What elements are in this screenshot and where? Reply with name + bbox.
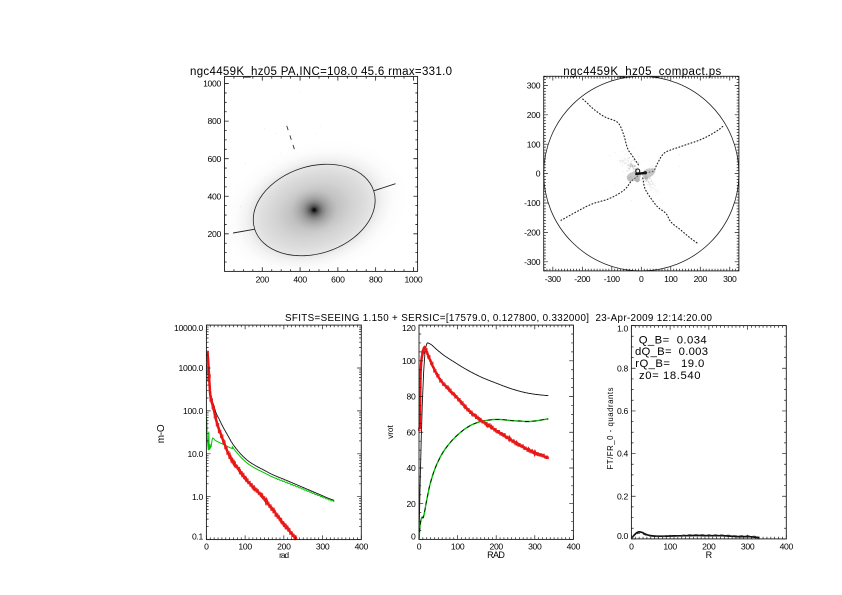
svg-text:-100: -100 — [524, 198, 541, 208]
svg-text:200: 200 — [527, 110, 541, 120]
svg-text:200: 200 — [256, 274, 270, 284]
svg-text:FT/FR_0 - quadrants: FT/FR_0 - quadrants — [606, 387, 615, 469]
svg-text:0: 0 — [536, 169, 541, 179]
svg-text:300: 300 — [741, 542, 755, 552]
svg-text:80: 80 — [407, 392, 416, 402]
svg-text:200: 200 — [277, 542, 291, 552]
svg-text:-200: -200 — [524, 228, 541, 238]
svg-text:SFITS=SEEING 1.150 + SERSIC=[1: SFITS=SEEING 1.150 + SERSIC=[17579.0, 0.… — [285, 313, 713, 324]
svg-text:1000: 1000 — [404, 274, 422, 284]
svg-text:400: 400 — [567, 542, 581, 552]
svg-text:400: 400 — [355, 542, 369, 552]
svg-text:120: 120 — [402, 323, 416, 333]
svg-text:RAD: RAD — [487, 550, 505, 560]
svg-text:200: 200 — [702, 542, 716, 552]
svg-text:1.0: 1.0 — [617, 324, 629, 334]
svg-text:m-O: m-O — [156, 424, 167, 443]
svg-text:0: 0 — [629, 542, 634, 552]
svg-text:rad: rad — [279, 551, 289, 560]
svg-text:0.4: 0.4 — [617, 449, 629, 459]
svg-text:300: 300 — [528, 542, 542, 552]
svg-text:0.6: 0.6 — [617, 406, 629, 416]
svg-text:z0= 18.540: z0= 18.540 — [639, 370, 701, 382]
svg-text:rQ_B= 19.0: rQ_B= 19.0 — [635, 358, 704, 370]
svg-text:-300: -300 — [524, 257, 541, 267]
svg-text:20: 20 — [407, 499, 416, 509]
svg-text:300: 300 — [527, 81, 541, 91]
svg-text:300: 300 — [723, 274, 737, 284]
svg-text:0: 0 — [204, 542, 209, 552]
svg-text:1000: 1000 — [203, 79, 221, 89]
svg-text:100: 100 — [527, 139, 541, 149]
svg-text:600: 600 — [331, 274, 345, 284]
svg-text:100: 100 — [451, 542, 465, 552]
svg-text:ngc4459K_hz05_compact.ps: ngc4459K_hz05_compact.ps — [563, 66, 721, 78]
svg-text:100: 100 — [663, 542, 677, 552]
svg-text:10000.0: 10000.0 — [174, 323, 203, 333]
svg-text:vrot: vrot — [385, 425, 395, 439]
svg-text:1.0: 1.0 — [192, 492, 204, 502]
svg-text:10.0: 10.0 — [187, 449, 203, 459]
svg-text:800: 800 — [208, 116, 222, 126]
svg-text:800: 800 — [369, 274, 383, 284]
svg-text:0.2: 0.2 — [617, 491, 629, 501]
svg-text:-200: -200 — [574, 274, 591, 284]
svg-text:0: 0 — [411, 532, 416, 542]
svg-text:0.0: 0.0 — [617, 531, 629, 541]
svg-text:40: 40 — [407, 463, 416, 473]
svg-text:0.8: 0.8 — [617, 363, 629, 373]
svg-text:1000.0: 1000.0 — [179, 363, 204, 373]
svg-text:0: 0 — [417, 542, 422, 552]
svg-text:60: 60 — [407, 427, 416, 437]
svg-text:-100: -100 — [604, 274, 621, 284]
svg-text:ngc4459K_hz05 PA,INC=108.0 45.: ngc4459K_hz05 PA,INC=108.0 45.6 rmax=331… — [190, 66, 452, 78]
svg-text:400: 400 — [780, 542, 794, 552]
svg-text:200: 200 — [489, 542, 503, 552]
svg-text:200: 200 — [208, 229, 222, 239]
svg-text:400: 400 — [293, 274, 307, 284]
svg-text:R: R — [706, 550, 713, 560]
svg-text:dQ_B= 0.003: dQ_B= 0.003 — [635, 346, 708, 358]
svg-text:600: 600 — [208, 154, 222, 164]
svg-text:100: 100 — [238, 542, 252, 552]
svg-text:100: 100 — [402, 356, 416, 366]
svg-text:200: 200 — [694, 274, 708, 284]
svg-text:100: 100 — [664, 274, 678, 284]
svg-text:Q_B= 0.034: Q_B= 0.034 — [639, 334, 707, 346]
svg-text:300: 300 — [316, 542, 330, 552]
svg-text:400: 400 — [208, 191, 222, 201]
svg-text:0.1: 0.1 — [192, 532, 204, 542]
svg-text:-300: -300 — [545, 274, 562, 284]
svg-text:100.0: 100.0 — [183, 406, 204, 416]
svg-text:0: 0 — [639, 274, 644, 284]
